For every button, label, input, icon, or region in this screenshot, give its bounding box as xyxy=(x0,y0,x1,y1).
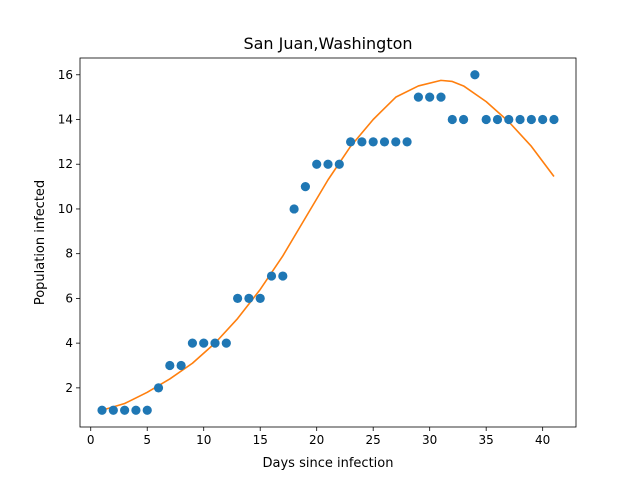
data-point xyxy=(402,137,412,147)
data-point xyxy=(131,405,141,415)
y-tick-label: 8 xyxy=(65,247,73,261)
data-point xyxy=(300,181,310,192)
x-tick-label: 25 xyxy=(366,433,381,447)
data-point xyxy=(481,114,491,125)
axes-frame xyxy=(79,57,577,428)
data-point xyxy=(549,114,559,125)
data-point xyxy=(199,338,209,348)
data-point xyxy=(447,114,457,125)
data-point xyxy=(526,114,536,125)
data-point xyxy=(255,293,265,304)
x-axis: 0 5 10 15 20 25 30 35 40 xyxy=(87,427,550,447)
data-point xyxy=(142,405,152,415)
data-point xyxy=(187,338,198,348)
data-point xyxy=(346,137,356,147)
data-point xyxy=(368,137,378,147)
y-axis-label: Population infected xyxy=(33,180,48,305)
data-point xyxy=(312,159,322,169)
data-point xyxy=(108,405,118,415)
data-point xyxy=(97,405,107,415)
data-point xyxy=(436,92,446,102)
data-point xyxy=(278,271,288,281)
x-tick-label: 40 xyxy=(535,433,550,447)
y-tick-label: 14 xyxy=(58,113,73,127)
data-point xyxy=(492,114,503,125)
y-axis: 2 4 6 8 10 12 14 16 xyxy=(58,68,80,395)
data-point xyxy=(244,293,254,304)
x-axis-label: Days since infection xyxy=(263,456,394,471)
x-tick-label: 5 xyxy=(143,433,151,447)
x-tick-label: 0 xyxy=(87,433,95,447)
data-point xyxy=(289,204,299,214)
y-tick-label: 10 xyxy=(58,202,73,216)
data-point xyxy=(515,114,525,125)
data-point xyxy=(334,159,344,169)
data-point xyxy=(413,92,423,102)
data-point xyxy=(266,271,277,281)
y-tick-label: 12 xyxy=(58,157,73,171)
data-point xyxy=(221,338,231,348)
data-point xyxy=(379,137,390,147)
data-point xyxy=(504,114,514,125)
x-tick-label: 10 xyxy=(196,433,211,447)
data-point xyxy=(425,92,435,102)
y-tick-label: 16 xyxy=(58,68,73,82)
y-tick-label: 6 xyxy=(65,291,73,305)
plot-area xyxy=(97,70,559,415)
chart-title: San Juan,Washington xyxy=(243,34,412,53)
data-point xyxy=(153,383,164,393)
data-point xyxy=(538,114,548,125)
data-point xyxy=(165,360,175,371)
data-point xyxy=(391,137,401,147)
x-tick-label: 20 xyxy=(309,433,324,447)
data-point xyxy=(357,137,367,147)
data-point xyxy=(120,405,130,415)
data-point xyxy=(233,293,243,304)
data-point xyxy=(458,114,469,125)
x-tick-label: 15 xyxy=(253,433,268,447)
x-tick-label: 35 xyxy=(479,433,494,447)
data-point xyxy=(176,360,186,371)
y-tick-label: 2 xyxy=(65,381,73,395)
data-point xyxy=(323,159,333,169)
x-tick-label: 30 xyxy=(422,433,437,447)
data-point xyxy=(210,338,220,348)
y-tick-label: 4 xyxy=(65,336,73,350)
data-point xyxy=(470,70,480,80)
